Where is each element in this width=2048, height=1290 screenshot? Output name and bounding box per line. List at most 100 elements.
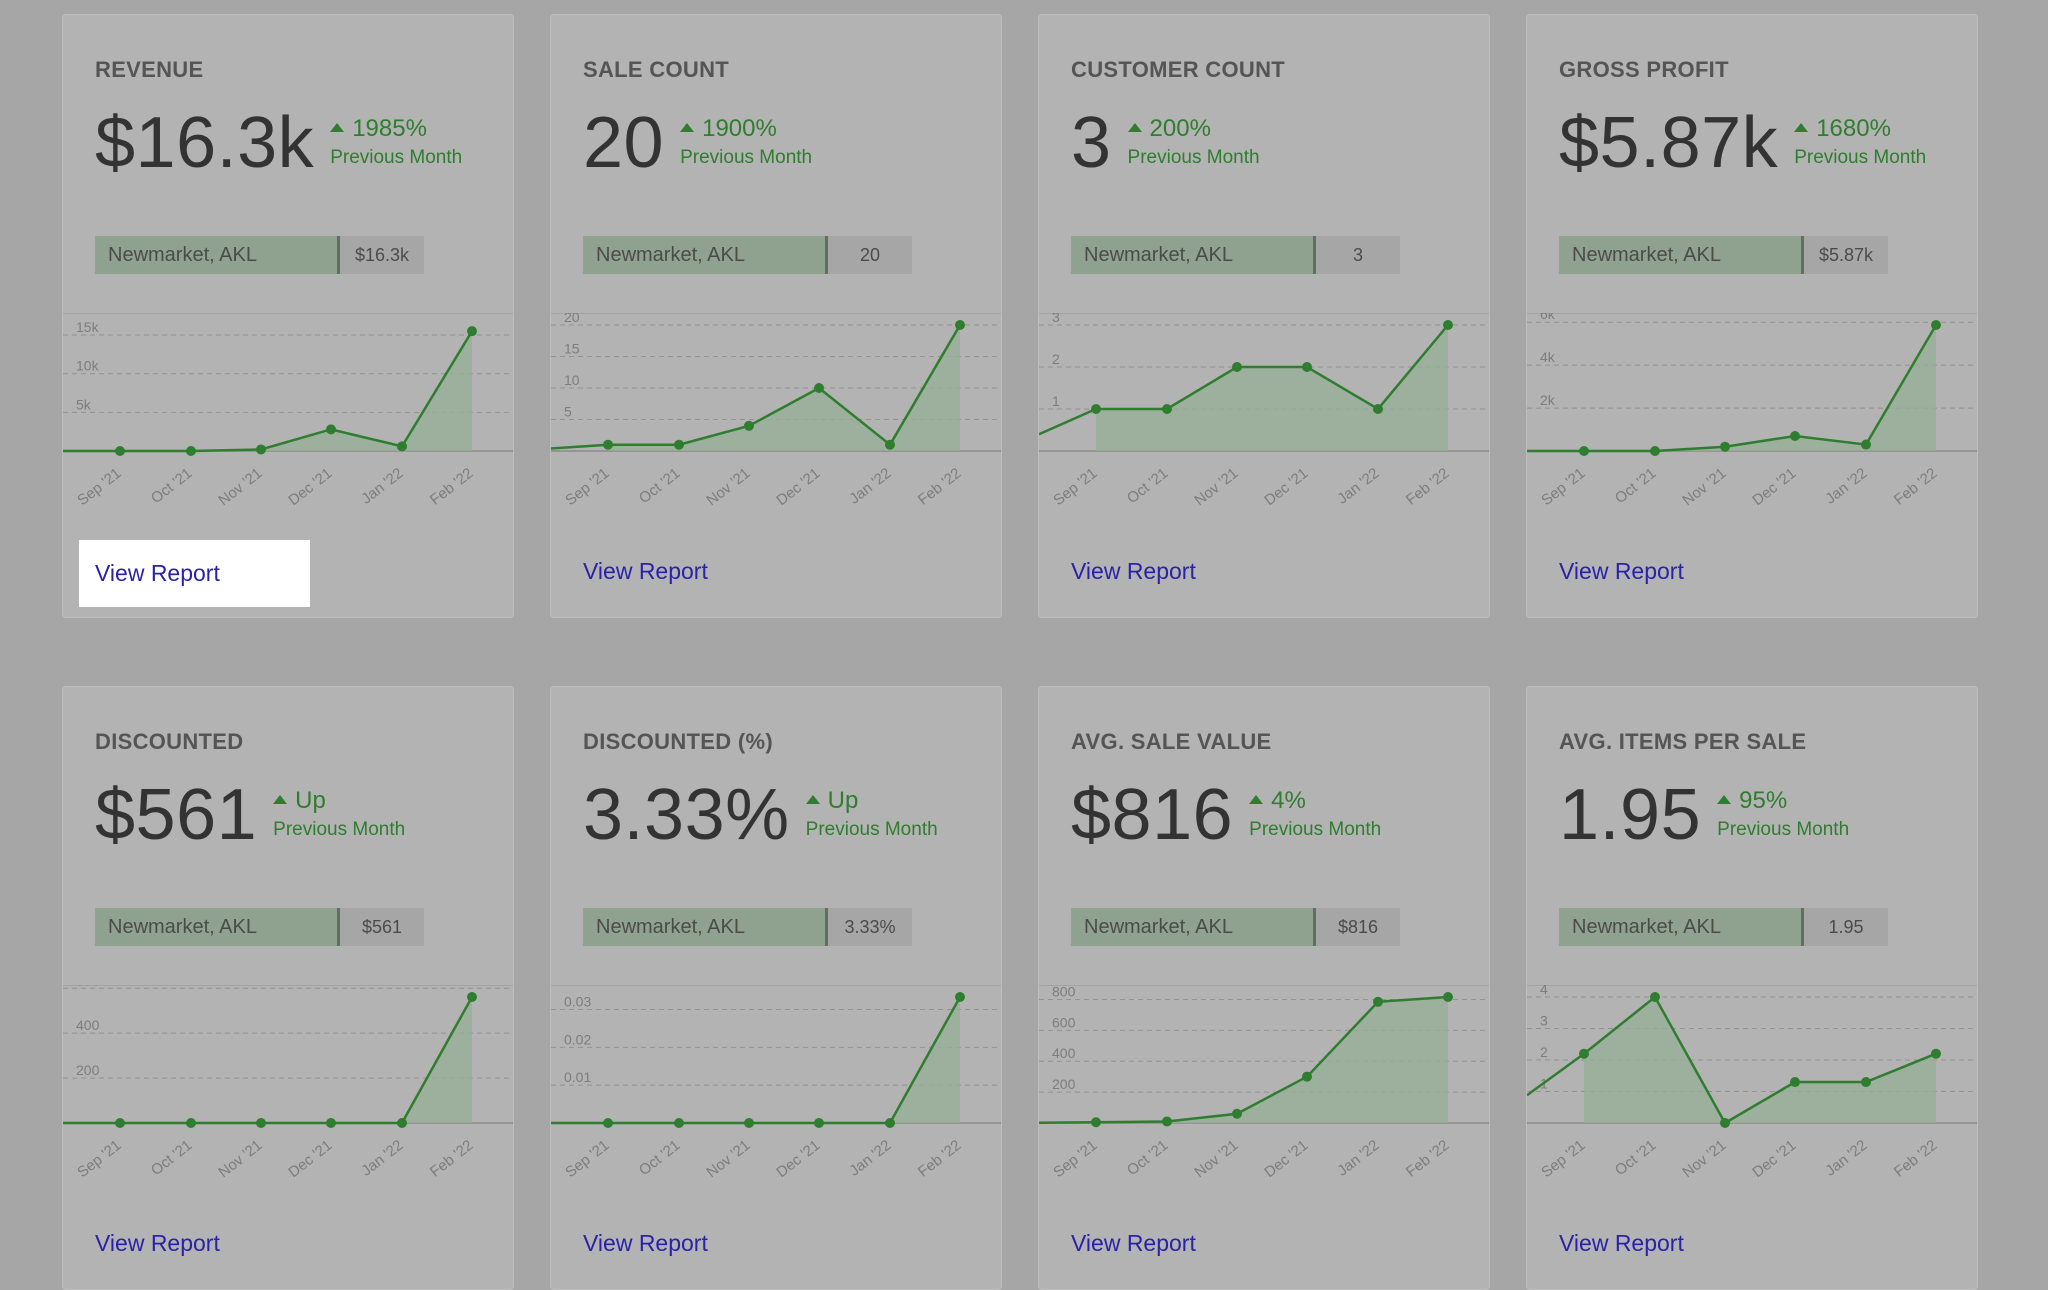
data-point xyxy=(1790,430,1800,441)
x-tick-label: Dec '21 xyxy=(773,1137,823,1181)
trend-chart: 200 400 600 800 Sep '21 Oct '21 Nov '21 Dec '21… xyxy=(1039,985,1489,1181)
data-point xyxy=(1579,446,1589,456)
change-value: 200% xyxy=(1149,115,1211,142)
data-point xyxy=(744,420,754,431)
y-tick-label: 600 xyxy=(76,985,100,988)
y-tick-label: 400 xyxy=(1052,1045,1076,1061)
data-point xyxy=(1302,362,1312,372)
x-tick-label: Oct '21 xyxy=(1612,1137,1660,1179)
x-tick-label: Feb '22 xyxy=(427,465,477,509)
y-tick-label: 2k xyxy=(1540,392,1556,408)
metric-value: 3 xyxy=(1071,103,1112,183)
x-tick-label: Jan '22 xyxy=(1334,1137,1382,1180)
view-report-link[interactable]: View Report xyxy=(1559,558,1684,584)
location-name: Newmarket, AKL xyxy=(583,236,828,274)
location-bar: Newmarket, AKL $561 xyxy=(95,908,424,946)
change-block: 95% Previous Month xyxy=(1717,787,1849,841)
data-point xyxy=(1861,439,1871,450)
value-row: 1.95 95% Previous Month xyxy=(1559,779,1849,851)
area-fill xyxy=(1096,997,1448,1123)
data-point xyxy=(326,1118,336,1128)
x-tick-label: Dec '21 xyxy=(285,465,335,509)
location-value: $816 xyxy=(1337,916,1379,937)
location-bar: Newmarket, AKL $5.87k xyxy=(1559,236,1888,274)
x-tick-label: Dec '21 xyxy=(773,465,823,509)
data-point xyxy=(186,1118,196,1128)
y-tick-label: 6k xyxy=(1540,313,1556,322)
location-value: 20 xyxy=(859,244,881,265)
up-triangle-icon xyxy=(805,794,820,804)
location-name: Newmarket, AKL xyxy=(95,236,340,274)
x-tick-label: Sep '21 xyxy=(74,1137,124,1181)
value-row: $5.87k 1680% Previous Month xyxy=(1559,107,1926,179)
view-report-link[interactable]: View Report xyxy=(1071,1230,1196,1256)
trend-chart: 5k 10k 15k Sep '21 Oct '21 Nov '21 Dec '21 Jan … xyxy=(63,313,513,509)
view-report-link[interactable]: View Report xyxy=(95,1230,220,1256)
trend-chart: 1 2 3 Sep '21 Oct '21 Nov '21 Dec '21 Jan '22 Fe… xyxy=(1039,313,1489,509)
location-bar: Newmarket, AKL 20 xyxy=(583,236,912,274)
change-period: Previous Month xyxy=(1717,819,1850,840)
metric-value: 20 xyxy=(583,103,665,183)
location-value: $561 xyxy=(361,916,403,937)
x-tick-label: Feb '22 xyxy=(1891,465,1941,509)
data-point xyxy=(674,439,684,450)
y-tick-label: 10k xyxy=(76,358,100,374)
card-title: DISCOUNTED xyxy=(95,729,244,754)
data-point xyxy=(397,1118,407,1128)
change-block: 200% Previous Month xyxy=(1127,115,1260,169)
location-name: Newmarket, AKL xyxy=(95,908,340,946)
data-point xyxy=(1373,404,1383,414)
area-fill xyxy=(608,997,960,1123)
y-tick-label: 200 xyxy=(1052,1076,1076,1092)
y-tick-label: 15k xyxy=(76,319,100,335)
x-tick-label: Jan '22 xyxy=(846,1137,894,1180)
data-point xyxy=(1720,441,1730,452)
x-tick-label: Sep '21 xyxy=(1538,465,1588,509)
series-line xyxy=(1527,324,1938,453)
data-point xyxy=(814,1118,824,1128)
metric-card-gross-profit: GROSS PROFIT $5.87k 1680% Previous Month… xyxy=(1526,14,1978,618)
value-row: $561 Up Previous Month xyxy=(95,779,405,851)
data-point xyxy=(955,320,965,330)
y-tick-label: 400 xyxy=(76,1017,100,1033)
trend-chart: 5 10 15 20 Sep '21 Oct '21 Nov '21 Dec '21 Jan '… xyxy=(551,313,1001,509)
location-name: Newmarket, AKL xyxy=(1071,236,1316,274)
data-point xyxy=(1650,992,1660,1002)
x-tick-label: Feb '22 xyxy=(427,1137,477,1181)
x-tick-label: Oct '21 xyxy=(636,465,684,507)
x-tick-label: Jan '22 xyxy=(1334,465,1382,508)
y-tick-label: 600 xyxy=(1052,1014,1076,1030)
y-tick-label: 10 xyxy=(564,372,580,388)
y-tick-label: 200 xyxy=(76,1062,100,1078)
view-report-link[interactable]: View Report xyxy=(583,558,708,584)
change-block: Up Previous Month xyxy=(805,787,938,841)
location-name: Newmarket, AKL xyxy=(1071,908,1316,946)
metric-card-discounted-percent: DISCOUNTED (%) 3.33% Up Previous Month N… xyxy=(550,686,1002,1290)
change-block: 1680% Previous Month xyxy=(1794,115,1926,169)
x-tick-label: Oct '21 xyxy=(1124,1137,1172,1179)
series-line xyxy=(63,330,474,453)
x-tick-label: Nov '21 xyxy=(215,465,265,509)
x-tick-label: Dec '21 xyxy=(1749,465,1799,509)
y-tick-label: 3 xyxy=(1540,1013,1548,1029)
area-fill xyxy=(608,325,960,451)
data-point xyxy=(1931,1048,1941,1059)
y-tick-label: 0.02 xyxy=(564,1031,591,1047)
x-tick-label: Oct '21 xyxy=(1124,465,1172,507)
x-tick-label: Sep '21 xyxy=(1538,1137,1588,1181)
y-tick-label: 2 xyxy=(1540,1044,1548,1060)
view-report-link[interactable]: View Report xyxy=(1071,558,1196,584)
location-bar: Newmarket, AKL 3.33% xyxy=(583,908,912,946)
x-tick-label: Nov '21 xyxy=(1679,1137,1729,1181)
area-fill xyxy=(1584,997,1936,1123)
view-report-link[interactable]: View Report xyxy=(1559,1230,1684,1256)
x-tick-label: Sep '21 xyxy=(1050,1137,1100,1181)
view-report-link[interactable]: View Report xyxy=(583,1230,708,1256)
data-point xyxy=(1579,1048,1589,1059)
data-point xyxy=(603,439,613,450)
view-report-link[interactable]: View Report xyxy=(79,540,310,607)
data-point xyxy=(1650,446,1660,456)
data-point xyxy=(256,444,266,455)
x-tick-label: Feb '22 xyxy=(1403,1137,1453,1181)
x-tick-label: Oct '21 xyxy=(1612,465,1660,507)
